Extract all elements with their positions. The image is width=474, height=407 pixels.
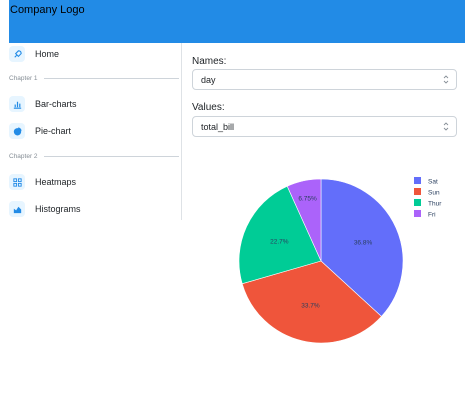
slice-percent-label: 22.7%: [270, 239, 289, 246]
slice-percent-label: 6.75%: [298, 195, 317, 202]
pie-slice-sat[interactable]: [320, 178, 404, 317]
legend-label-fri[interactable]: Fri: [428, 212, 436, 219]
names-select[interactable]: day: [192, 69, 457, 90]
chevron-up-down-icon: [443, 122, 449, 131]
pie-slice-thur[interactable]: [238, 185, 322, 285]
sidebar-item-heatmaps[interactable]: Heatmaps: [9, 171, 179, 193]
company-logo: Company Logo: [10, 4, 85, 16]
bar-chart-icon: [9, 96, 25, 112]
sidebar-item-home[interactable]: Home: [9, 43, 179, 65]
sidebar-item-label: Home: [35, 49, 60, 59]
sidebar-item-label: Bar-charts: [35, 99, 77, 109]
sidebar-item-label: Pie-chart: [35, 126, 72, 136]
sidebar-item-label: Histograms: [35, 204, 81, 214]
chapter-divider: Chapter 1: [9, 72, 179, 84]
sidebar-item-histograms[interactable]: Histograms: [9, 198, 179, 220]
names-select-value: day: [201, 74, 216, 85]
rocket-icon: [9, 46, 25, 62]
chevron-up-down-icon: [443, 75, 449, 84]
legend-swatch-thur[interactable]: [414, 199, 421, 206]
sidebar-item-label: Heatmaps: [35, 177, 77, 187]
area-chart-icon: [9, 201, 25, 217]
legend-swatch-sun[interactable]: [414, 188, 421, 195]
pie-slice-sun[interactable]: [241, 260, 382, 344]
pie-chart-icon: [9, 123, 25, 139]
values-select-value: total_bill: [201, 121, 235, 132]
legend-label-sun[interactable]: Sun: [428, 190, 440, 197]
names-label: Names:: [192, 56, 227, 67]
legend-label-sat[interactable]: Sat: [428, 179, 438, 186]
slice-percent-label: 33.7%: [301, 303, 320, 310]
chapter-divider: Chapter 2: [9, 150, 179, 162]
app-header: Company Logo: [9, 0, 465, 43]
sidebar-item-pie-chart[interactable]: Pie-chart: [9, 120, 179, 142]
values-label: Values:: [192, 102, 225, 113]
legend-swatch-sat[interactable]: [414, 177, 421, 184]
sidebar: Home Chapter 1 Bar-charts Pie-chart Chap…: [0, 43, 182, 220]
legend-swatch-fri[interactable]: [414, 210, 421, 217]
slice-percent-label: 36.8%: [354, 240, 373, 247]
grid-icon: [9, 174, 25, 190]
values-select[interactable]: total_bill: [192, 116, 457, 137]
legend-label-thur[interactable]: Thur: [428, 201, 442, 208]
sidebar-item-bar-charts[interactable]: Bar-charts: [9, 93, 179, 115]
pie-slice-fri[interactable]: [286, 178, 322, 262]
